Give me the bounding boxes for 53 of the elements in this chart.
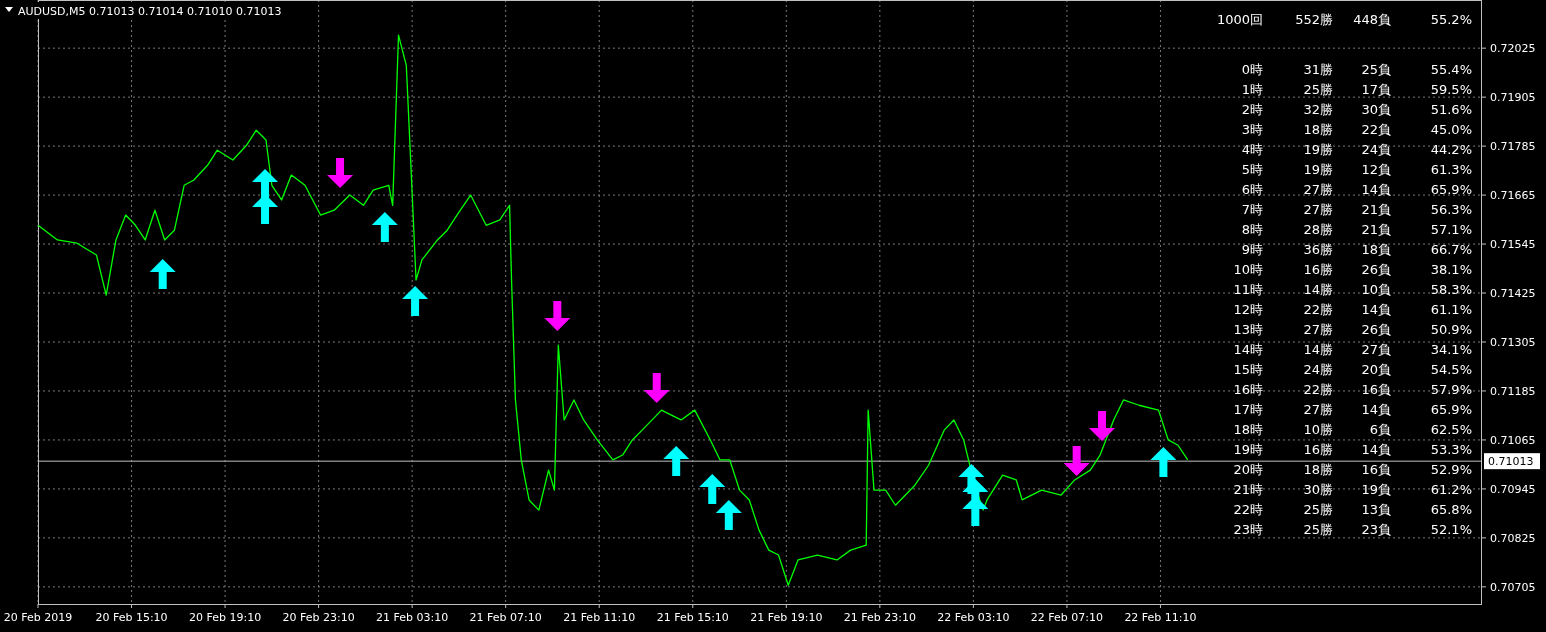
text: 20時 18勝 16負 52.9%	[1233, 462, 1472, 477]
x-tick-label: 22 Feb 07:10	[1030, 611, 1104, 624]
text: 11時 14勝 10負 58.3%	[1233, 282, 1472, 297]
text: 22時 25勝 13負 65.8%	[1233, 502, 1472, 517]
text: 7時 27勝 21負 56.3%	[1241, 202, 1472, 217]
text: 19時 16勝 14負 53.3%	[1233, 442, 1472, 457]
y-tick-label: 0.71665	[1490, 189, 1536, 203]
y-tick-label: 0.71785	[1490, 140, 1536, 154]
text: 5時 19勝 12負 61.3%	[1241, 162, 1472, 177]
y-tick-label: 0.71305	[1490, 335, 1536, 349]
text: 23時 25勝 23負 52.1%	[1233, 522, 1472, 537]
text: 15時 24勝 20負 54.5%	[1233, 362, 1472, 377]
text: 18時 10勝 6負 62.5%	[1233, 422, 1472, 437]
x-tick-label: 21 Feb 15:10	[656, 611, 729, 624]
x-tick-label: 21 Feb 03:10	[376, 611, 449, 624]
x-tick-label: 21 Feb 07:10	[469, 611, 542, 624]
text: 21時 30勝 19負 61.2%	[1233, 482, 1472, 497]
y-tick-label: 0.71065	[1490, 433, 1536, 447]
text: 8時 28勝 21負 57.1%	[1241, 222, 1472, 237]
y-tick-label: 0.71545	[1490, 238, 1536, 252]
text: 1時 25勝 17負 59.5%	[1241, 82, 1472, 97]
text: 16時 22勝 16負 57.9%	[1233, 382, 1472, 397]
x-tick-label: 20 Feb 15:10	[95, 611, 168, 624]
x-tick-label: 22 Feb 11:10	[1124, 611, 1197, 624]
text: 2時 32勝 30負 51.6%	[1241, 102, 1472, 117]
y-tick-label: 0.70825	[1490, 531, 1536, 545]
x-tick-label: 20 Feb 2019	[3, 611, 73, 624]
text: 17時 27勝 14負 65.9%	[1233, 402, 1472, 417]
ref-line-label: 0.71013	[1488, 455, 1534, 469]
text: 13時 27勝 26負 50.9%	[1233, 322, 1472, 337]
y-tick-label: 0.70705	[1490, 580, 1536, 594]
y-tick-label: 0.72025	[1490, 42, 1536, 56]
x-tick-label: 21 Feb 11:10	[563, 611, 636, 624]
text: 6時 27勝 14負 65.9%	[1241, 182, 1472, 197]
text: AUDUSD,M5 0.71013 0.71014 0.71010 0.71013	[18, 5, 282, 18]
y-tick-label: 0.70945	[1490, 482, 1536, 496]
text: 14時 14勝 27負 34.1%	[1233, 342, 1472, 357]
x-tick-label: 21 Feb 23:10	[843, 611, 916, 624]
text: 9時 36勝 18負 66.7%	[1241, 242, 1472, 257]
text: 0時 31勝 25負 55.4%	[1241, 62, 1472, 77]
line-series	[37, 34, 1189, 586]
text: 10時 16勝 26負 38.1%	[1233, 262, 1472, 277]
x-tick-label: 21 Feb 19:10	[750, 611, 823, 624]
text: 1000回 552勝 448負 55.2%	[1216, 12, 1472, 27]
y-tick-label: 0.71905	[1490, 91, 1536, 105]
y-tick-label: 0.71425	[1490, 287, 1536, 301]
text: 4時 19勝 24負 44.2%	[1241, 142, 1472, 157]
x-tick-label: 22 Feb 03:10	[937, 611, 1010, 624]
y-tick-label: 0.71185	[1490, 384, 1536, 398]
x-tick-label: 20 Feb 19:10	[188, 611, 262, 624]
x-tick-label: 20 Feb 23:10	[282, 611, 355, 624]
text: 3時 18勝 22負 45.0%	[1241, 122, 1472, 137]
text: 12時 22勝 14負 61.1%	[1233, 302, 1472, 317]
